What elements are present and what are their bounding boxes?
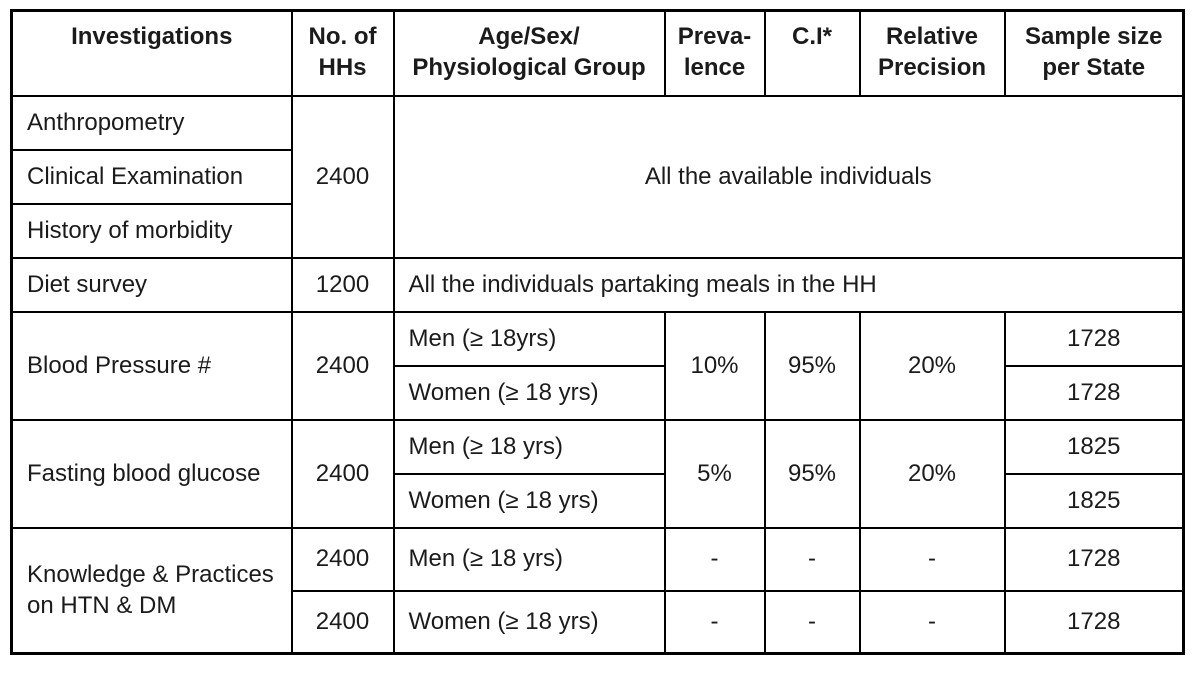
row-anthropometry: Anthropometry 2400 All the available ind… — [10, 94, 1185, 259]
row-history-of-morbidity: History of morbidity — [10, 202, 1184, 259]
cell-bp-sample-size-women: 1728 — [1003, 364, 1185, 421]
cell-investigation-anthropometry: Anthropometry — [10, 94, 293, 151]
cell-kp-group-men: Men (≥ 18 yrs) — [392, 526, 666, 592]
cell-kp-sample-size-women: 1728 — [1003, 589, 1185, 655]
cell-bp-group-men: Men (≥ 18yrs) — [392, 310, 666, 367]
row-clinical-examination: Clinical Examination — [10, 148, 1184, 205]
cell-kp-group-women: Women (≥ 18 yrs) — [392, 589, 666, 655]
header-ci: C.I* — [763, 9, 861, 97]
cell-diet-note: All the individuals partaking meals in t… — [392, 256, 1185, 313]
row-fasting-glucose-women: Women (≥ 18 yrs) 1825 — [12, 472, 1185, 529]
cell-investigation-diet-survey: Diet survey — [10, 256, 293, 313]
row-diet-survey: Diet survey 1200 All the individuals par… — [10, 256, 1185, 313]
cell-kp-ci-men: - — [763, 526, 861, 592]
sampling-design-table: Investigations No. of HHs Age/Sex/ Physi… — [10, 9, 1185, 655]
cell-bp-prevalence: 10% — [663, 310, 766, 421]
row-fasting-glucose-men: Fasting blood glucose 2400 Men (≥ 18 yrs… — [10, 418, 1185, 529]
cell-fbg-group-women: Women (≥ 18 yrs) — [392, 472, 666, 529]
header-relative-precision: Relative Precision — [858, 9, 1006, 97]
header-prevalence: Preva- lence — [663, 9, 766, 97]
header-sample-size: Sample size per State — [1003, 9, 1185, 97]
cell-bp-no-of-hhs: 2400 — [290, 310, 395, 421]
cell-kp-no-of-hhs-men: 2400 — [290, 526, 395, 592]
cell-fbg-prevalence: 5% — [663, 418, 766, 529]
cell-bp-ci: 95% — [763, 310, 861, 421]
cell-investigation-fasting-glucose: Fasting blood glucose — [10, 418, 293, 529]
row-knowledge-practices-men: Knowledge & Practices on HTN & DM 2400 M… — [10, 526, 1185, 655]
cell-investigation-history-of-morbidity: History of morbidity — [10, 202, 293, 259]
cell-diet-no-of-hhs: 1200 — [290, 256, 395, 313]
cell-fbg-relative-precision: 20% — [858, 418, 1006, 529]
cell-bp-sample-size-men: 1728 — [1003, 310, 1185, 367]
cell-kp-prevalence-women: - — [663, 589, 766, 655]
cell-kp-sample-size-men: 1728 — [1003, 526, 1185, 592]
cell-fbg-sample-size-men: 1825 — [1003, 418, 1185, 475]
cell-kp-no-of-hhs-women: 2400 — [290, 589, 395, 655]
cell-investigation-clinical-examination: Clinical Examination — [10, 148, 293, 205]
cell-kp-ci-women: - — [763, 589, 861, 655]
cell-fbg-sample-size-women: 1825 — [1003, 472, 1185, 529]
cell-kp-relative-precision-men: - — [858, 526, 1006, 592]
cell-investigation-blood-pressure: Blood Pressure # — [10, 310, 293, 421]
row-knowledge-practices-women: 2400 Women (≥ 18 yrs) - - - 1728 — [12, 589, 1185, 655]
cell-bp-group-women: Women (≥ 18 yrs) — [392, 364, 666, 421]
cell-general-no-of-hhs: 2400 — [290, 94, 395, 259]
cell-kp-relative-precision-women: - — [858, 589, 1006, 655]
row-blood-pressure-men: Blood Pressure # 2400 Men (≥ 18yrs) 10% … — [10, 310, 1185, 421]
row-blood-pressure-women: Women (≥ 18 yrs) 1728 — [12, 364, 1185, 421]
cell-kp-prevalence-men: - — [663, 526, 766, 592]
cell-bp-relative-precision: 20% — [858, 310, 1006, 421]
cell-investigation-knowledge-practices: Knowledge & Practices on HTN & DM — [10, 526, 293, 655]
header-age-sex-group: Age/Sex/ Physiological Group — [392, 9, 666, 97]
cell-general-note: All the available individuals — [392, 94, 1185, 259]
cell-fbg-no-of-hhs: 2400 — [290, 418, 395, 529]
header-investigations: Investigations — [10, 9, 293, 97]
cell-fbg-ci: 95% — [763, 418, 861, 529]
cell-fbg-group-men: Men (≥ 18 yrs) — [392, 418, 666, 475]
header-no-of-hhs: No. of HHs — [290, 9, 395, 97]
header-row: Investigations No. of HHs Age/Sex/ Physi… — [10, 9, 1185, 97]
